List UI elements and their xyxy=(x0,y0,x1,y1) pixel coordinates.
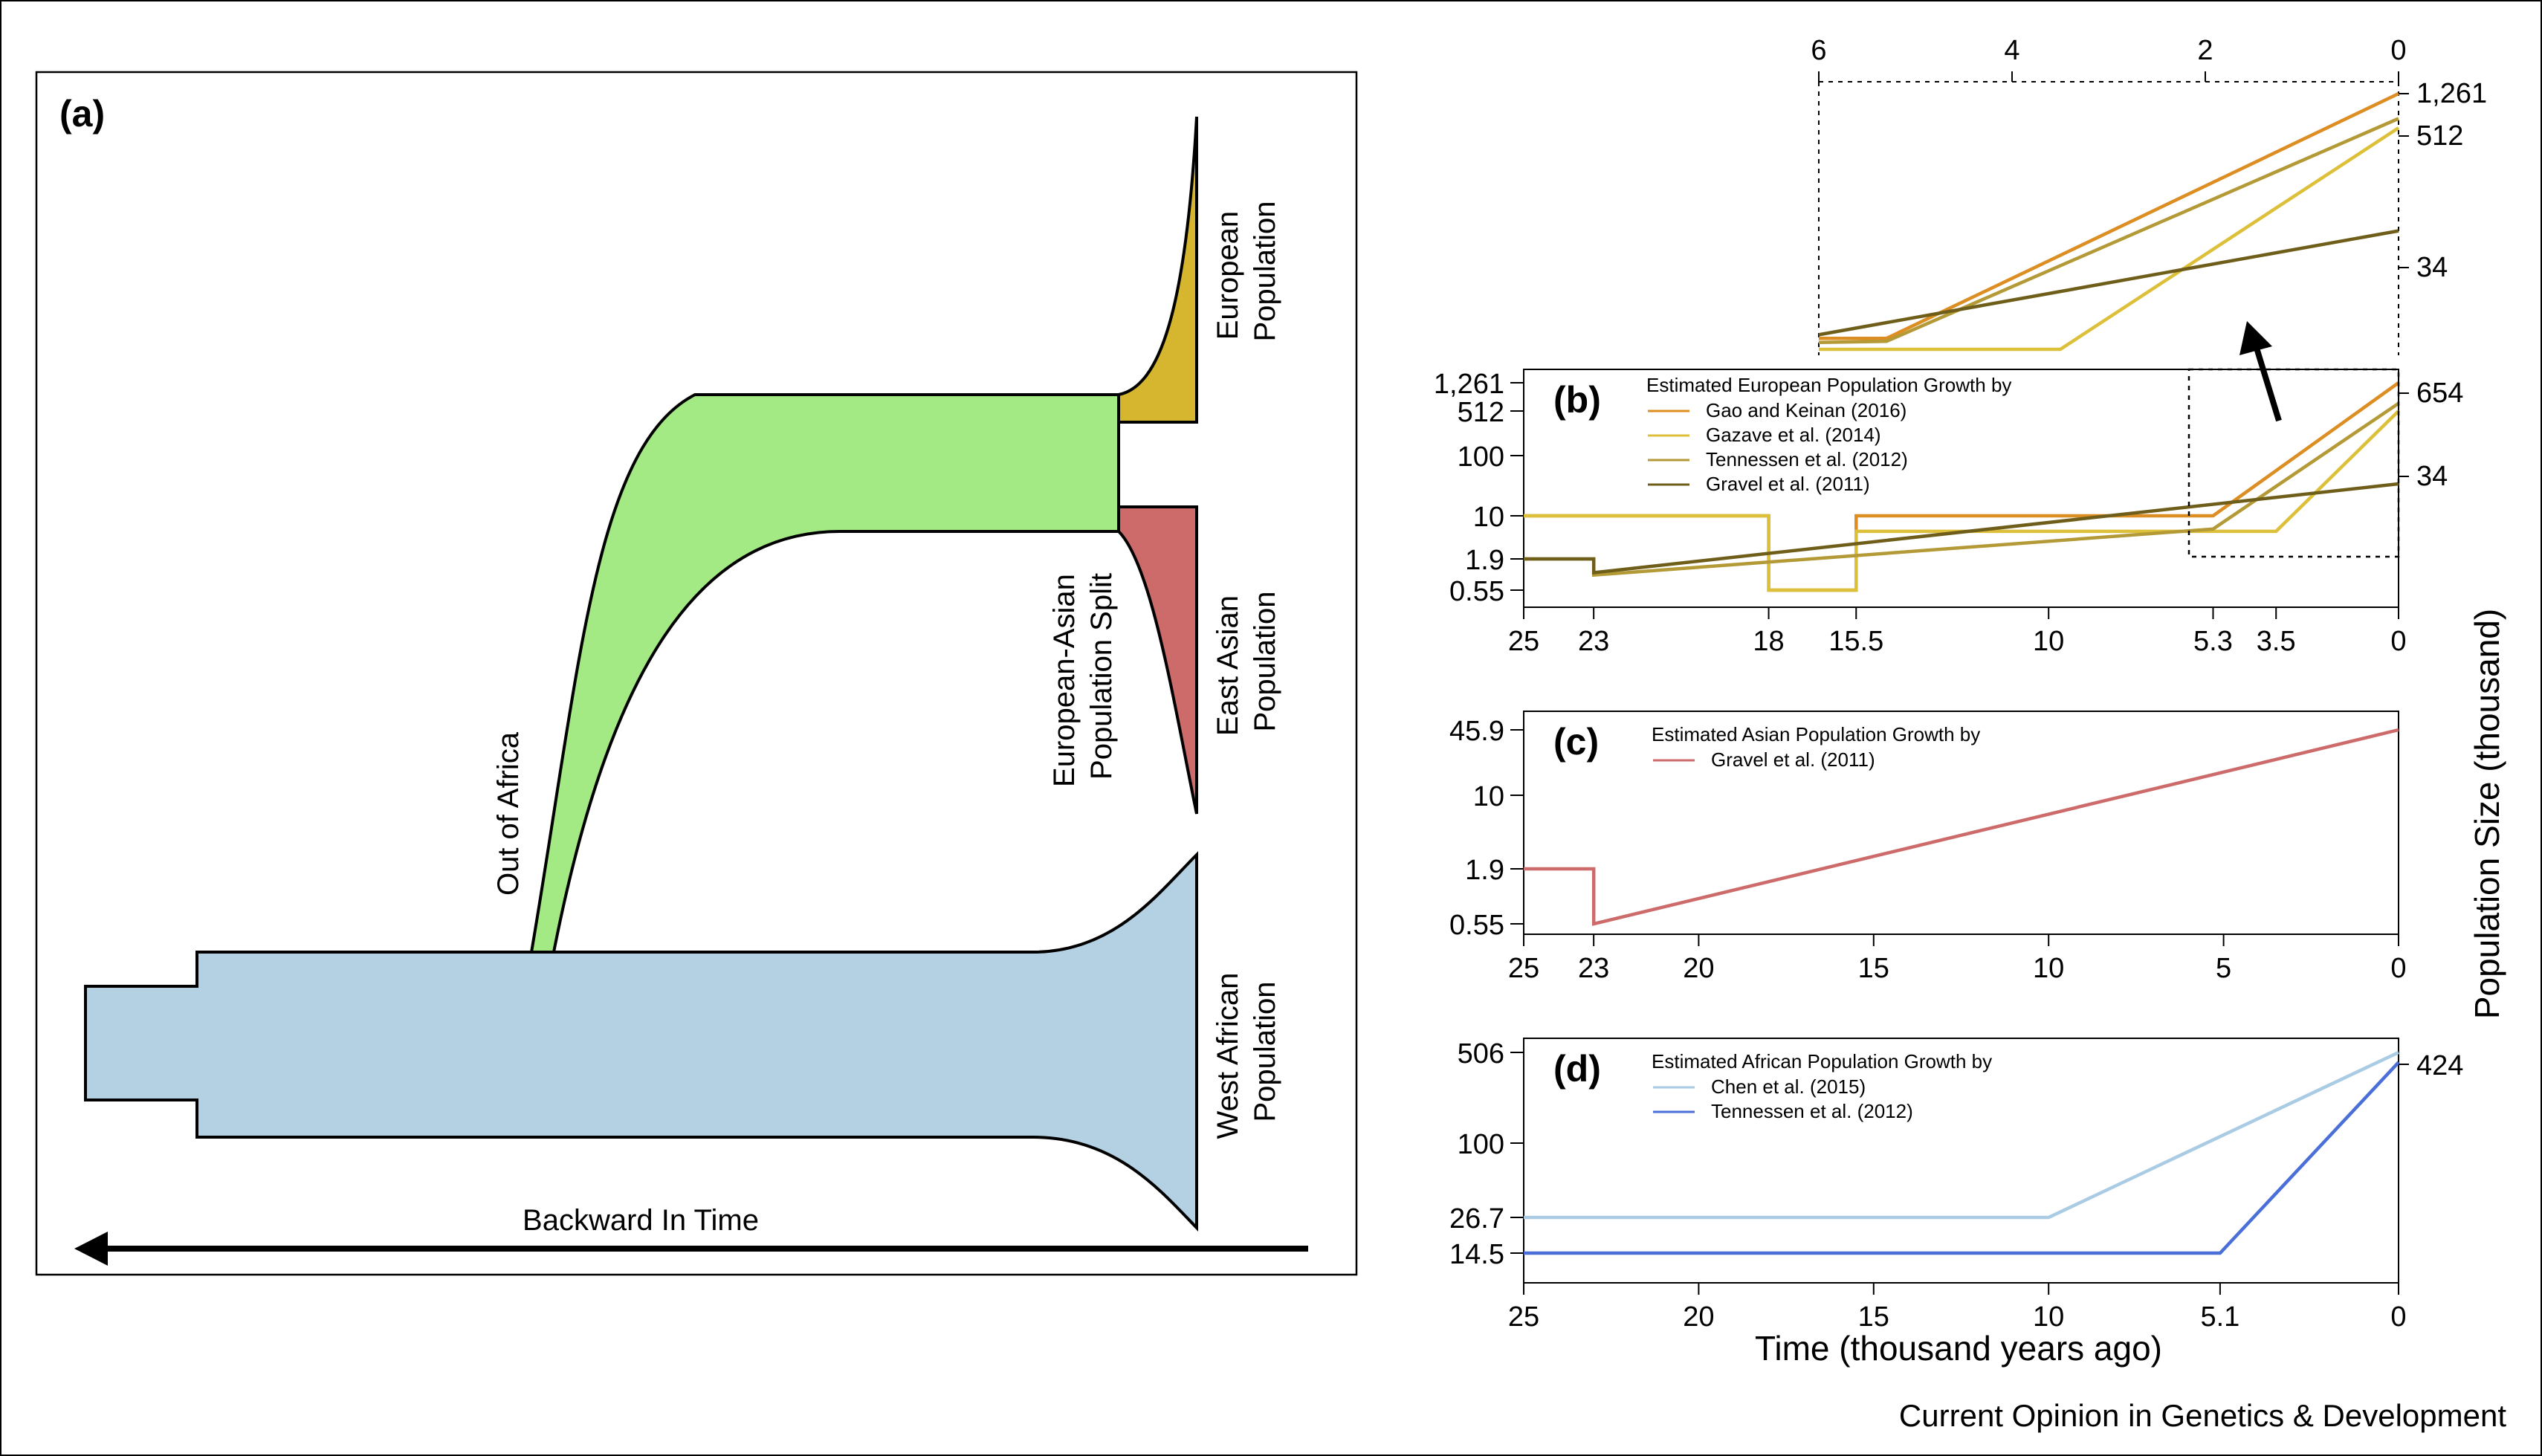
east-asian-population-shape xyxy=(1117,505,1198,815)
plot-frame-c xyxy=(1523,711,2399,935)
y-axis-label: Population Size (thousand) xyxy=(2468,609,2506,1019)
x-tick-label-b: 23 xyxy=(1578,626,1609,657)
backward-in-time-label: Backward In Time xyxy=(523,1204,759,1237)
east-asian-population-label: East Asian Population xyxy=(1212,587,1281,736)
west-african-population-shape xyxy=(84,851,1198,1232)
x-tick-label-b: 10 xyxy=(2033,626,2064,657)
series-line-d-0 xyxy=(1524,1050,2399,1220)
y-tick-label-c: 45.9 xyxy=(1449,716,1504,747)
x-tick-label-d: 25 xyxy=(1508,1301,1539,1333)
panel-label-b: (b) xyxy=(1553,379,1601,421)
series-line-d-1 xyxy=(1524,1061,2400,1255)
series-line-c-0 xyxy=(1524,728,2399,926)
legend-entry-c: Gravel et al. (2011) xyxy=(1711,748,1875,771)
inset-x-tick-label: 2 xyxy=(2197,35,2213,66)
x-tick-label-c: 20 xyxy=(1683,953,1714,984)
y-tick-label-b: 512 xyxy=(1458,397,1504,428)
inset-x-tick-label: 0 xyxy=(2390,35,2406,66)
x-tick-label-b: 0 xyxy=(2390,626,2406,657)
panel-a-label: (a) xyxy=(59,93,105,135)
legend-entry-b: Gao and Keinan (2016) xyxy=(1706,399,1907,421)
x-tick-label-b: 3.5 xyxy=(2257,626,2296,657)
split-gap xyxy=(1117,424,1198,505)
y-tick-label-d: 506 xyxy=(1458,1038,1504,1070)
legend-entry-d: Tennessen et al. (2012) xyxy=(1711,1100,1913,1122)
population-split-label: European-Asian Population Split xyxy=(1048,566,1118,787)
plot-frame-d xyxy=(1523,1038,2399,1284)
zoom-arrow-shaft xyxy=(2253,344,2282,422)
x-tick-label-c: 10 xyxy=(2033,953,2064,984)
right-label-b: 654 xyxy=(2416,378,2463,409)
inset-right-label: 512 xyxy=(2416,120,2463,152)
y-tick-label-d: 100 xyxy=(1458,1129,1504,1160)
y-tick-label-b: 1,261 xyxy=(1434,369,1504,400)
legend-title-d: Estimated African Population Growth by xyxy=(1652,1050,1992,1072)
chart-panel-d: (d) 506 100 26.7 14.525 20 15 10 5.1 0 Estimated A… xyxy=(1449,1038,2407,1333)
y-tick-label-d: 26.7 xyxy=(1449,1203,1504,1235)
legend-entry-b: Tennessen et al. (2012) xyxy=(1706,448,1908,470)
panel-label-d: (d) xyxy=(1553,1048,1601,1090)
y-tick-label-b: 0.55 xyxy=(1449,576,1504,607)
x-tick-label-d: 20 xyxy=(1683,1301,1714,1333)
backward-time-arrow-head xyxy=(74,1232,108,1266)
series-line-b-2 xyxy=(1524,401,2400,577)
x-tick-label-b: 5.3 xyxy=(2193,626,2233,657)
west-african-population-label: West African Population xyxy=(1212,965,1281,1139)
zoom-arrow-head xyxy=(2239,321,2272,355)
y-tick-label-c: 1.9 xyxy=(1465,855,1504,886)
legend-title-b: Estimated European Population Growth by xyxy=(1646,374,2011,396)
x-tick-label-c: 5 xyxy=(2216,953,2231,984)
journal-credit: Current Opinion in Genetics & Developmen… xyxy=(1898,1398,2506,1433)
x-tick-label-c: 0 xyxy=(2390,953,2406,984)
legend-title-c: Estimated Asian Population Growth by xyxy=(1652,723,1980,745)
inset-series-line-0 xyxy=(1819,91,2399,340)
y-tick-label-b: 1.9 xyxy=(1465,545,1504,576)
legend-entry-d: Chen et al. (2015) xyxy=(1711,1075,1866,1098)
inset-right-label: 1,261 xyxy=(2416,78,2487,109)
right-label-b: 34 xyxy=(2416,461,2448,492)
x-tick-label-c: 25 xyxy=(1508,953,1539,984)
series-line-b-1 xyxy=(1524,410,2400,592)
legend-entry-b: Gazave et al. (2014) xyxy=(1706,424,1881,446)
right-label-d: 424 xyxy=(2416,1050,2463,1081)
inset-series-line-1 xyxy=(1819,126,2400,352)
x-tick-label-b: 25 xyxy=(1508,626,1539,657)
european-population-label: European Population xyxy=(1212,201,1281,341)
inset-region-box xyxy=(2187,368,2400,558)
x-tick-label-d: 5.1 xyxy=(2200,1301,2239,1333)
inset-x-tick-label: 4 xyxy=(2004,35,2019,66)
european-population-shape xyxy=(1117,116,1198,424)
inset-series-line-2 xyxy=(1818,117,2399,344)
legend-entry-b: Gravel et al. (2011) xyxy=(1706,473,1870,495)
x-tick-label-d: 15 xyxy=(1858,1301,1889,1333)
x-tick-label-c: 23 xyxy=(1578,953,1609,984)
series-line-b-3 xyxy=(1524,482,2399,575)
y-tick-label-b: 100 xyxy=(1458,441,1504,473)
x-tick-label-b: 15.5 xyxy=(1828,626,1883,657)
out-of-africa-label: Out of Africa xyxy=(492,731,525,896)
x-tick-label-b: 18 xyxy=(1753,626,1784,657)
panel-label-c: (c) xyxy=(1553,721,1599,763)
x-axis-label: Time (thousand years ago) xyxy=(1755,1329,2162,1368)
inset-right-label: 34 xyxy=(2416,252,2448,283)
x-tick-label-d: 0 xyxy=(2390,1301,2406,1333)
inset-series-line-3 xyxy=(1818,229,2399,337)
inset-x-tick-label: 6 xyxy=(1811,35,1826,66)
series-line-b-0 xyxy=(1524,381,2400,592)
y-tick-label-b: 10 xyxy=(1473,502,1504,533)
y-tick-label-d: 14.5 xyxy=(1449,1239,1504,1270)
y-tick-label-c: 0.55 xyxy=(1449,910,1504,941)
x-tick-label-c: 15 xyxy=(1858,953,1889,984)
y-tick-label-c: 10 xyxy=(1473,781,1504,812)
x-tick-label-d: 10 xyxy=(2033,1301,2064,1333)
chart-panel-b-inset: 6 4 2 0 1,261 512 34 xyxy=(1811,35,2487,355)
